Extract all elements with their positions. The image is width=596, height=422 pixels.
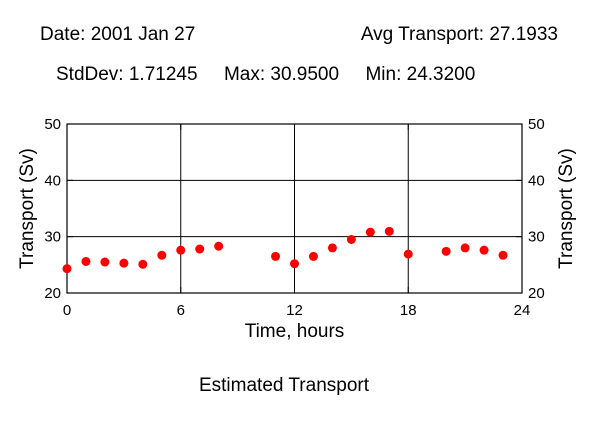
tick-marks <box>66 123 523 294</box>
y-tick-label-right: 30 <box>528 229 545 246</box>
data-point <box>460 243 470 253</box>
x-tick-label: 18 <box>400 302 417 319</box>
data-point <box>157 250 167 260</box>
data-point <box>403 249 413 259</box>
data-point <box>327 243 337 253</box>
y-tick-label-left: 40 <box>44 172 61 189</box>
data-points <box>62 226 508 274</box>
data-point <box>290 259 299 269</box>
data-point <box>176 245 186 255</box>
data-point <box>214 241 224 251</box>
y-tick-label-right: 20 <box>528 285 545 302</box>
data-point <box>195 244 205 254</box>
y-axis-label-right: Transport (Sv) <box>556 148 577 269</box>
data-point <box>271 251 281 261</box>
data-point <box>81 256 91 266</box>
y-tick-label-left: 50 <box>44 116 61 133</box>
data-point <box>100 257 110 267</box>
data-point <box>138 259 148 269</box>
data-point <box>62 264 72 274</box>
y-tick-label-right: 50 <box>528 116 545 133</box>
x-tick-label: 24 <box>514 302 531 319</box>
data-point <box>119 258 129 268</box>
x-tick-label: 0 <box>63 302 71 319</box>
x-axis-label: Time, hours <box>245 321 345 342</box>
avg-transport-label: Avg Transport: 27.1933 <box>360 24 558 45</box>
data-point <box>498 250 508 260</box>
data-point <box>365 227 375 237</box>
x-tick-label: 12 <box>286 302 303 319</box>
y-tick-label-left: 20 <box>44 285 61 302</box>
x-tick-label: 6 <box>177 302 185 319</box>
y-tick-label-left: 30 <box>44 229 61 246</box>
data-point <box>479 245 489 255</box>
chart-caption: Estimated Transport <box>198 375 370 396</box>
data-point <box>441 246 451 256</box>
data-point <box>384 226 394 236</box>
y-axis-label-left: Transport (Sv) <box>17 148 38 269</box>
data-point <box>308 251 318 261</box>
data-point <box>346 234 356 244</box>
stats-label: StdDev: 1.71245 Max: 30.9500 Min: 24.320… <box>56 64 476 85</box>
y-tick-label-right: 40 <box>528 172 545 189</box>
grid-lines <box>67 124 522 293</box>
date-label: Date: 2001 Jan 27 <box>40 24 196 45</box>
